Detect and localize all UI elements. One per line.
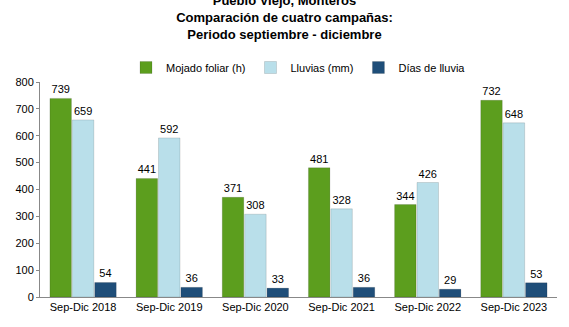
svg-text:800: 800 xyxy=(15,76,33,88)
svg-text:592: 592 xyxy=(160,123,178,135)
svg-text:328: 328 xyxy=(332,194,350,206)
svg-text:29: 29 xyxy=(444,274,456,286)
svg-text:Pueblo Viejo, MonterosComparac: Pueblo Viejo, MonterosComparación de cua… xyxy=(176,0,393,42)
svg-text:33: 33 xyxy=(272,273,284,285)
svg-text:Lluvias (mm): Lluvias (mm) xyxy=(290,62,353,74)
svg-text:300: 300 xyxy=(15,210,33,222)
svg-text:53: 53 xyxy=(530,268,542,280)
svg-text:308: 308 xyxy=(246,199,264,211)
svg-text:441: 441 xyxy=(138,163,156,175)
svg-text:739: 739 xyxy=(52,83,70,95)
svg-text:Sep-Dic 2020: Sep-Dic 2020 xyxy=(222,301,289,313)
svg-text:100: 100 xyxy=(15,264,33,276)
svg-text:36: 36 xyxy=(358,272,370,284)
svg-text:600: 600 xyxy=(15,130,33,142)
svg-text:500: 500 xyxy=(15,156,33,168)
svg-text:Días de lluvia: Días de lluvia xyxy=(398,62,465,74)
svg-text:732: 732 xyxy=(482,85,500,97)
svg-text:481: 481 xyxy=(310,153,328,165)
svg-text:Sep-Dic 2019: Sep-Dic 2019 xyxy=(136,301,203,313)
svg-text:Mojado foliar (h): Mojado foliar (h) xyxy=(166,62,245,74)
svg-text:54: 54 xyxy=(99,267,111,279)
svg-text:344: 344 xyxy=(396,190,414,202)
svg-text:426: 426 xyxy=(419,168,437,180)
svg-text:659: 659 xyxy=(74,105,92,117)
svg-text:0: 0 xyxy=(28,291,34,303)
svg-text:Sep-Dic 2021: Sep-Dic 2021 xyxy=(308,301,375,313)
svg-text:648: 648 xyxy=(505,108,523,120)
svg-text:400: 400 xyxy=(15,183,33,195)
svg-text:36: 36 xyxy=(186,272,198,284)
svg-text:700: 700 xyxy=(15,103,33,115)
svg-text:Sep-Dic 2023: Sep-Dic 2023 xyxy=(481,301,548,313)
svg-text:Sep-Dic 2018: Sep-Dic 2018 xyxy=(50,301,117,313)
svg-text:371: 371 xyxy=(224,182,242,194)
svg-text:Sep-Dic 2022: Sep-Dic 2022 xyxy=(394,301,461,313)
svg-text:200: 200 xyxy=(15,237,33,249)
